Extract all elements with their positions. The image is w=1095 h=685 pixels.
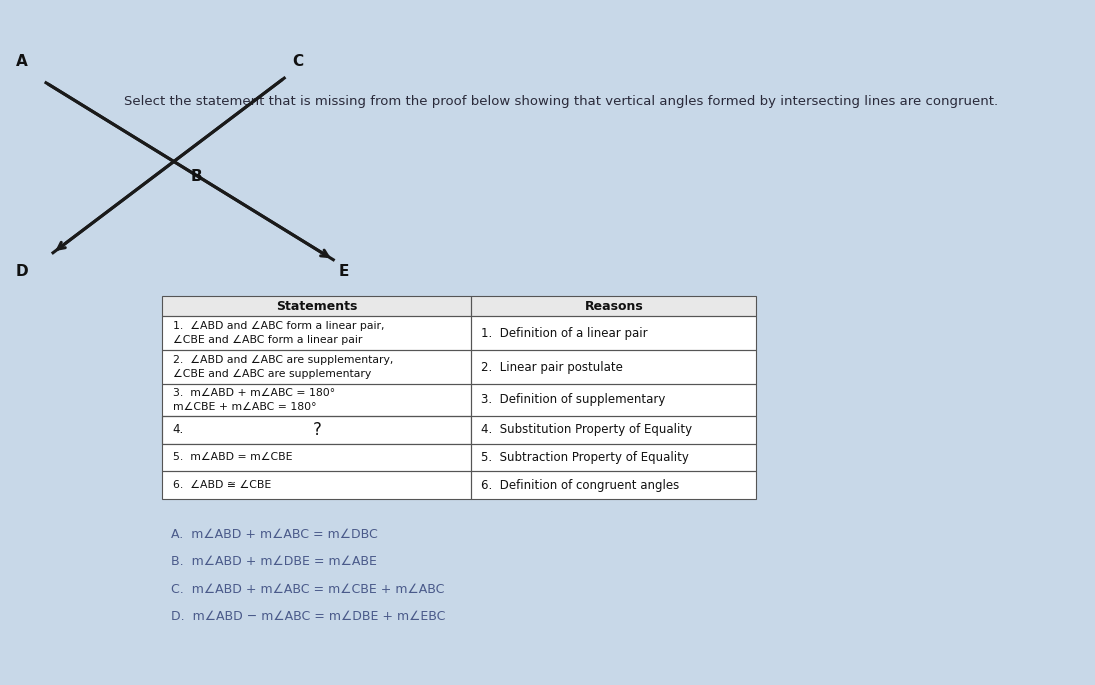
Bar: [471, 471, 757, 499]
Bar: [162, 316, 471, 350]
Bar: [471, 316, 757, 350]
Bar: [471, 296, 757, 316]
Text: A: A: [15, 54, 27, 69]
Bar: [162, 416, 471, 443]
Bar: [162, 443, 471, 471]
Bar: [162, 416, 471, 443]
Text: 2.  ∠ABD and ∠ABC are supplementary,
∠CBE and ∠ABC are supplementary: 2. ∠ABD and ∠ABC are supplementary, ∠CBE…: [173, 356, 393, 379]
Text: Select the statement that is missing from the proof below showing that vertical : Select the statement that is missing fro…: [124, 95, 999, 108]
Bar: [162, 316, 471, 350]
Text: 3.  m∠ABD + m∠ABC = 180°
m∠CBE + m∠ABC = 180°: 3. m∠ABD + m∠ABC = 180° m∠CBE + m∠ABC = …: [173, 388, 335, 412]
Text: Statements: Statements: [276, 299, 357, 312]
Bar: [471, 443, 757, 471]
Bar: [471, 296, 757, 316]
Text: B: B: [191, 169, 203, 184]
Text: C: C: [292, 54, 303, 69]
Text: 6.  Definition of congruent angles: 6. Definition of congruent angles: [482, 479, 680, 492]
Text: 1.  ∠ABD and ∠ABC form a linear pair,
∠CBE and ∠ABC form a linear pair: 1. ∠ABD and ∠ABC form a linear pair, ∠CB…: [173, 321, 384, 345]
Bar: [162, 350, 471, 384]
Bar: [162, 471, 471, 499]
Bar: [471, 416, 757, 443]
Text: 5.  m∠ABD = m∠CBE: 5. m∠ABD = m∠CBE: [173, 452, 292, 462]
Text: D: D: [15, 264, 27, 279]
Bar: [162, 471, 471, 499]
Text: 5.  Subtraction Property of Equality: 5. Subtraction Property of Equality: [482, 451, 689, 464]
Text: Reasons: Reasons: [585, 299, 643, 312]
Text: 1.  Definition of a linear pair: 1. Definition of a linear pair: [482, 327, 648, 340]
Text: 3.  Definition of supplementary: 3. Definition of supplementary: [482, 393, 666, 406]
Text: D.  m∠ABD − m∠ABC = m∠DBE + m∠EBC: D. m∠ABD − m∠ABC = m∠DBE + m∠EBC: [171, 610, 446, 623]
Text: 6.  ∠ABD ≅ ∠CBE: 6. ∠ABD ≅ ∠CBE: [173, 480, 270, 490]
Text: 2.  Linear pair postulate: 2. Linear pair postulate: [482, 360, 623, 373]
Text: E: E: [338, 264, 349, 279]
Bar: [471, 443, 757, 471]
Text: ?: ?: [312, 421, 321, 438]
Bar: [162, 296, 471, 316]
Bar: [471, 384, 757, 416]
Bar: [162, 384, 471, 416]
Text: A.  m∠ABD + m∠ABC = m∠DBC: A. m∠ABD + m∠ABC = m∠DBC: [171, 528, 378, 541]
Bar: [162, 350, 471, 384]
Bar: [162, 296, 471, 316]
Bar: [471, 384, 757, 416]
Bar: [162, 443, 471, 471]
Text: 4.  Substitution Property of Equality: 4. Substitution Property of Equality: [482, 423, 692, 436]
Text: B.  m∠ABD + m∠DBE = m∠ABE: B. m∠ABD + m∠DBE = m∠ABE: [171, 556, 377, 569]
Bar: [162, 384, 471, 416]
Bar: [471, 350, 757, 384]
Text: C.  m∠ABD + m∠ABC = m∠CBE + m∠ABC: C. m∠ABD + m∠ABC = m∠CBE + m∠ABC: [171, 583, 445, 596]
Bar: [471, 416, 757, 443]
Text: 4.: 4.: [173, 423, 184, 436]
Bar: [471, 350, 757, 384]
Bar: [471, 471, 757, 499]
Bar: [162, 416, 471, 443]
Bar: [471, 316, 757, 350]
